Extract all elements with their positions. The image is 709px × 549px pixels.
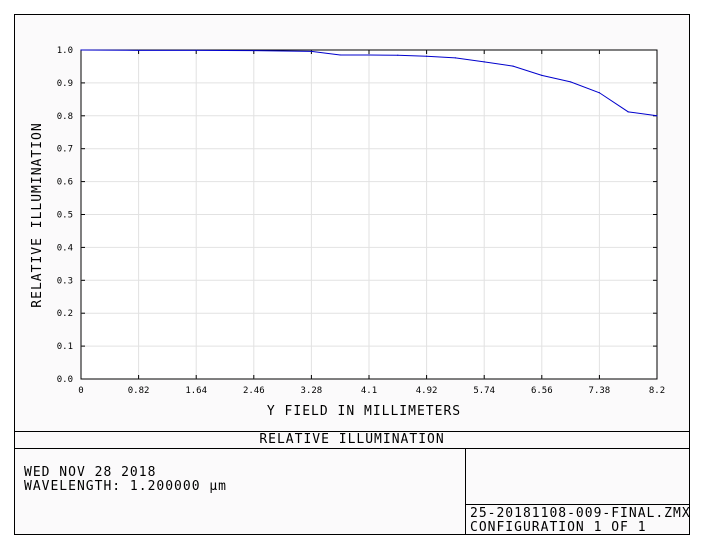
footer-divider (465, 449, 466, 535)
x-tick-label: 2.46 (243, 386, 265, 396)
x-tick-label: 0 (78, 386, 83, 396)
x-tick-label: 7.38 (589, 386, 611, 396)
y-tick-label: 0.6 (57, 178, 73, 188)
data-point (598, 92, 601, 94)
data-point (80, 49, 82, 51)
footer-divider-horizontal (465, 504, 690, 505)
data-point (541, 74, 543, 76)
chart-title: RELATIVE ILLUMINATION (14, 431, 690, 449)
footer-file: 25-20181108-009-FINAL.ZMX (470, 506, 691, 521)
x-tick-label: 0.82 (128, 386, 150, 396)
footer-wavelength: WAVELENGTH: 1.200000 µm (24, 479, 228, 494)
data-point (195, 49, 197, 51)
x-tick-label: 4.92 (416, 386, 438, 396)
data-point (627, 111, 629, 113)
footer-config: CONFIGURATION 1 OF 1 (470, 520, 647, 535)
data-point (397, 54, 399, 56)
x-tick-label: 6.56 (531, 386, 553, 396)
data-point (253, 50, 255, 52)
y-tick-label: 0.3 (57, 276, 73, 286)
y-tick-label: 0.8 (57, 112, 73, 122)
x-tick-label: 8.2 (649, 386, 665, 396)
y-tick-label: 0.9 (57, 79, 73, 89)
x-tick-label: 3.28 (301, 386, 323, 396)
data-point (512, 65, 514, 67)
y-ticks: 0.0 0.1 0.2 0.3 0.4 0.5 0.6 0.7 0.8 0.9 1.0 (57, 46, 657, 385)
x-tick-label: 4.1 (361, 386, 377, 396)
data-point (656, 115, 658, 117)
y-tick-label: 0.5 (57, 211, 73, 221)
y-tick-label: 0.2 (57, 309, 73, 319)
data-point (138, 49, 140, 51)
y-tick-label: 0.7 (57, 145, 73, 155)
data-point (426, 55, 428, 57)
y-tick-label: 0.4 (57, 243, 73, 253)
y-axis-label: RELATIVE ILLUMINATION (30, 122, 45, 307)
y-tick-label: 0.0 (57, 375, 73, 385)
x-tick-label: 5.74 (473, 386, 495, 396)
data-point (570, 81, 572, 83)
x-ticks: 0 0.82 1.64 2.46 3.28 4.1 4.92 5.74 6.56 7.38 8.2 (78, 50, 665, 396)
data-point (454, 57, 456, 59)
y-tick-label: 1.0 (57, 46, 73, 56)
grid (81, 50, 657, 379)
data-point (368, 54, 370, 56)
series-points (80, 49, 658, 117)
x-tick-label: 1.64 (185, 386, 207, 396)
x-axis-label: Y FIELD IN MILLIMETERS (267, 404, 461, 419)
data-point (310, 50, 312, 52)
y-tick-label: 0.1 (57, 342, 73, 352)
data-point (339, 54, 341, 56)
footer-date: WED NOV 28 2018 (24, 465, 157, 480)
data-point (483, 61, 485, 63)
